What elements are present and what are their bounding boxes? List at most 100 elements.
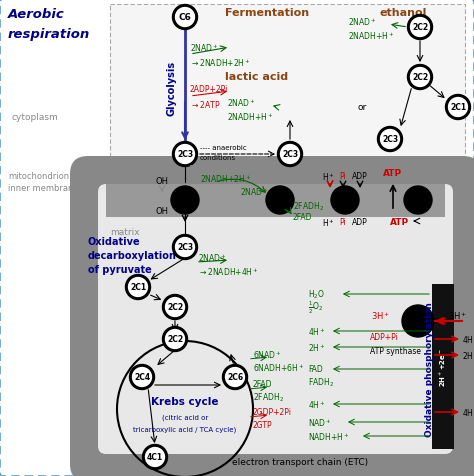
Text: aerobic: aerobic [189, 163, 218, 172]
Circle shape [143, 445, 167, 469]
Text: $\rightarrow$2NADH+4H$^+$: $\rightarrow$2NADH+4H$^+$ [198, 266, 259, 277]
Text: 2C3: 2C3 [282, 150, 298, 159]
Text: 2C6: 2C6 [227, 373, 243, 382]
Text: (citric acid or: (citric acid or [162, 414, 208, 420]
Text: 2FAD: 2FAD [253, 380, 273, 389]
Circle shape [163, 295, 188, 320]
Text: 2GTP: 2GTP [253, 421, 273, 430]
Text: 2NADH+2H$^+$: 2NADH+2H$^+$ [200, 173, 251, 185]
Bar [106, 185, 445, 218]
Text: $\rightarrow$2NADH+2H$^+$: $\rightarrow$2NADH+2H$^+$ [190, 57, 251, 69]
Circle shape [222, 365, 247, 390]
Text: electron transport chain (ETC): electron transport chain (ETC) [232, 457, 368, 466]
Text: NADH+H$^+$: NADH+H$^+$ [308, 430, 350, 442]
Text: mitochondrion
inner membrane: mitochondrion inner membrane [8, 172, 79, 192]
Text: 2FAD: 2FAD [293, 213, 312, 222]
Circle shape [277, 142, 302, 167]
Text: C6: C6 [179, 13, 191, 22]
Circle shape [446, 95, 471, 120]
Circle shape [408, 15, 432, 40]
Text: 2C1: 2C1 [450, 103, 466, 112]
FancyBboxPatch shape [70, 157, 474, 476]
Text: 2NAD$^+$: 2NAD$^+$ [227, 97, 256, 109]
Circle shape [404, 187, 432, 215]
Text: 2NAD$^+$: 2NAD$^+$ [198, 252, 227, 263]
Circle shape [171, 187, 199, 215]
Text: ATP synthase: ATP synthase [370, 347, 421, 356]
Text: 2NADH+H$^+$: 2NADH+H$^+$ [227, 111, 273, 123]
Text: Krebs cycle: Krebs cycle [151, 396, 219, 406]
Text: 2C2: 2C2 [167, 335, 183, 344]
Text: OH: OH [155, 207, 168, 216]
Circle shape [224, 366, 246, 388]
Text: 6NAD$^+$: 6NAD$^+$ [253, 348, 282, 360]
Text: decarboxylation: decarboxylation [88, 250, 177, 260]
Text: 4H$^+$: 4H$^+$ [308, 326, 326, 337]
Circle shape [129, 365, 155, 390]
Circle shape [174, 237, 196, 258]
Text: of pyruvate: of pyruvate [88, 265, 152, 275]
Text: 2NAD$^+$: 2NAD$^+$ [348, 16, 377, 28]
Text: 6NADH+6H$^+$: 6NADH+6H$^+$ [253, 361, 304, 373]
Text: NAD$^+$: NAD$^+$ [308, 416, 332, 428]
Circle shape [174, 7, 196, 29]
Circle shape [144, 446, 166, 468]
Text: ADP+Pi: ADP+Pi [370, 333, 399, 342]
Text: conditions: conditions [200, 155, 236, 161]
Circle shape [131, 366, 153, 388]
Text: ---- anaerobic: ---- anaerobic [200, 145, 247, 151]
Text: matrix: matrix [110, 228, 140, 237]
Text: 2H$^+$: 2H$^+$ [462, 349, 474, 361]
Circle shape [447, 97, 469, 119]
Circle shape [173, 235, 198, 260]
Circle shape [279, 144, 301, 166]
Circle shape [164, 328, 186, 350]
Text: 2C2: 2C2 [167, 303, 183, 312]
Text: OH: OH [155, 177, 168, 186]
Text: 3H$^+$: 3H$^+$ [371, 309, 390, 321]
Text: Fermentation: Fermentation [225, 8, 309, 18]
Text: cytoplasm: cytoplasm [12, 113, 59, 122]
Text: 4H$^+$: 4H$^+$ [462, 407, 474, 418]
FancyBboxPatch shape [98, 185, 453, 454]
FancyBboxPatch shape [110, 5, 465, 173]
Circle shape [331, 187, 359, 215]
Bar [432, 284, 454, 449]
Text: Glycolysis: Glycolysis [167, 60, 177, 115]
Text: ATP: ATP [383, 169, 402, 178]
Text: 2C1: 2C1 [130, 283, 146, 292]
Text: lactic acid: lactic acid [225, 72, 288, 82]
Circle shape [409, 67, 431, 89]
Text: ADP: ADP [352, 218, 368, 227]
Text: 2NADH+H$^+$: 2NADH+H$^+$ [348, 30, 394, 42]
Circle shape [377, 127, 402, 152]
Text: H$_2$O: H$_2$O [308, 288, 325, 301]
Text: 4H$^+$: 4H$^+$ [308, 398, 326, 410]
Text: Oxidative: Oxidative [88, 237, 141, 247]
Text: 2NAD$^+$: 2NAD$^+$ [240, 186, 269, 198]
Circle shape [173, 6, 198, 30]
Circle shape [127, 277, 149, 298]
Text: 2C3: 2C3 [177, 243, 193, 252]
Circle shape [266, 187, 294, 215]
Circle shape [408, 65, 432, 90]
Circle shape [164, 297, 186, 318]
Text: respiration: respiration [8, 28, 90, 41]
Text: tricarboxylic acid / TCA cycle): tricarboxylic acid / TCA cycle) [133, 426, 237, 432]
Text: ADP: ADP [352, 172, 368, 181]
Text: 2ADP+2Pi: 2ADP+2Pi [190, 85, 228, 94]
Text: 2C4: 2C4 [134, 373, 150, 382]
Text: 4C1: 4C1 [147, 453, 163, 462]
Text: 4H$^+$: 4H$^+$ [462, 334, 474, 345]
Text: Aerobic: Aerobic [8, 8, 65, 21]
Text: 2C2: 2C2 [412, 73, 428, 82]
Circle shape [173, 142, 198, 167]
Text: or: or [358, 103, 367, 112]
Text: Oxidative phosphorylation: Oxidative phosphorylation [426, 302, 435, 436]
Circle shape [409, 17, 431, 39]
Text: 2C2: 2C2 [412, 23, 428, 32]
Text: 2C3: 2C3 [177, 150, 193, 159]
Circle shape [174, 144, 196, 166]
Text: 2NAD$^+$: 2NAD$^+$ [190, 42, 219, 54]
Text: FADH$_2$: FADH$_2$ [308, 376, 334, 388]
